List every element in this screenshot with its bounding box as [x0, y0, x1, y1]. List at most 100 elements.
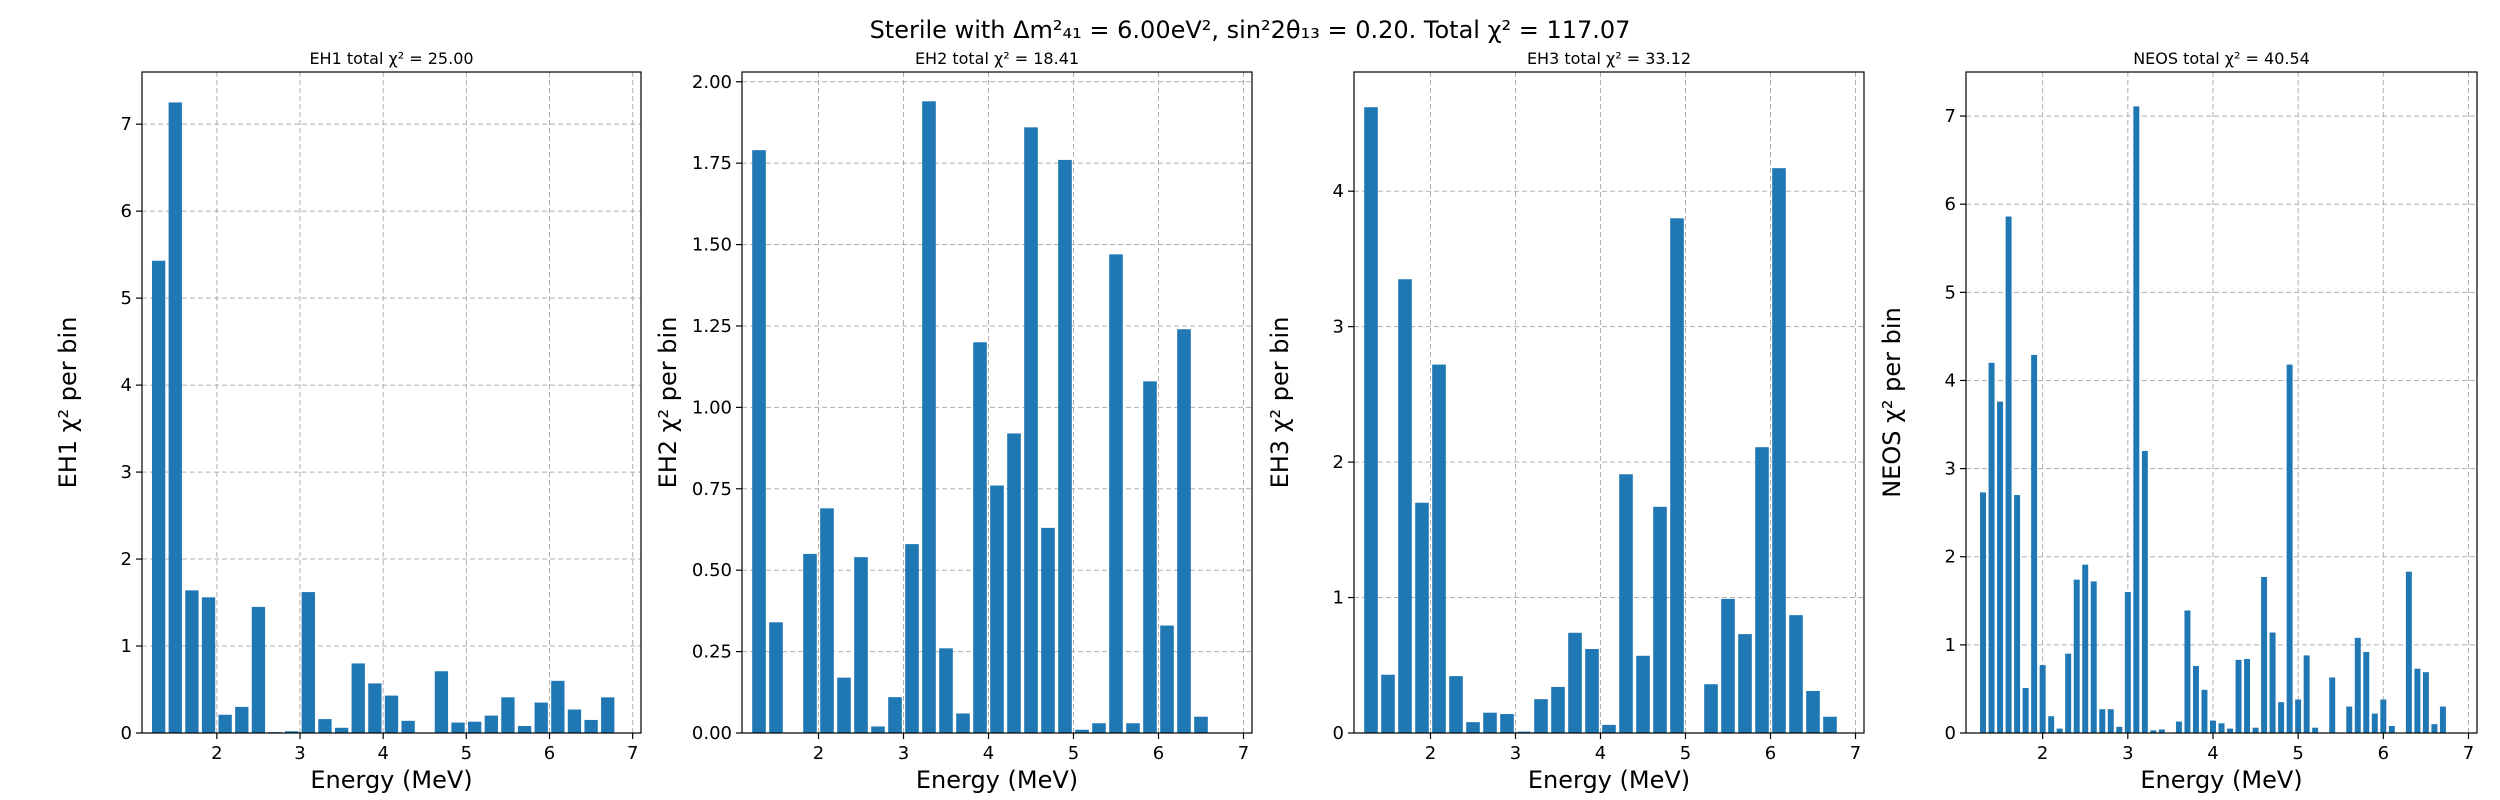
bar — [803, 553, 817, 733]
y-tick-label: 6 — [121, 201, 132, 222]
y-tick-label: 2 — [121, 549, 132, 570]
bar — [2218, 723, 2225, 733]
bar — [1997, 401, 2004, 733]
bar — [1109, 254, 1123, 733]
y-tick-label: 7 — [121, 114, 132, 135]
bar — [1398, 279, 1412, 733]
bar — [151, 260, 166, 733]
x-tick-label: 3 — [2122, 743, 2133, 764]
x-tick-label: 5 — [1680, 743, 1691, 764]
bar — [1988, 362, 1995, 733]
bar — [2133, 106, 2140, 734]
x-tick-label: 3 — [1510, 743, 1521, 764]
y-tick-label: 0.00 — [692, 723, 732, 744]
bar — [484, 715, 498, 733]
y-tick-label: 0.50 — [692, 560, 732, 581]
y-tick-label: 0 — [1945, 723, 1956, 744]
bar — [1126, 723, 1140, 733]
chart-panel-1: 2 3 4 5 6 7 0 1 2 3 4 5 6 7 EH1 total χ² = 25.00 Energy… — [54, 49, 642, 794]
bar — [1980, 492, 1987, 733]
bar — [2286, 364, 2293, 733]
plot-frame — [1965, 71, 2478, 734]
y-tick-label: 4 — [1333, 181, 1344, 202]
bar — [584, 719, 598, 733]
bar — [1738, 634, 1752, 733]
plot-frame — [741, 71, 1253, 734]
bar — [1789, 615, 1803, 733]
bar — [1653, 506, 1667, 733]
bar — [2295, 699, 2302, 733]
bar — [2354, 637, 2361, 733]
bar — [1670, 218, 1684, 734]
bar — [956, 713, 970, 733]
y-tick-label: 2.00 — [692, 72, 732, 93]
bar — [218, 714, 232, 733]
bar — [168, 102, 182, 733]
bar — [871, 726, 885, 733]
x-tick-label: 2 — [2037, 743, 2048, 764]
bar — [2303, 655, 2310, 733]
bar — [1636, 655, 1650, 733]
bar — [334, 727, 349, 733]
bar — [1500, 714, 1514, 733]
bar — [1721, 598, 1735, 733]
x-tick-label: 4 — [983, 743, 994, 764]
bar — [1143, 381, 1157, 733]
y-tick-label: 3 — [1333, 317, 1344, 338]
bar — [820, 508, 834, 733]
bar — [2073, 579, 2080, 733]
bar — [769, 622, 783, 733]
bar — [1823, 716, 1837, 733]
bar — [1415, 502, 1429, 733]
x-tick-label: 4 — [377, 743, 388, 764]
bar — [2269, 632, 2276, 733]
y-tick-label: 0 — [121, 723, 132, 744]
bar — [2099, 709, 2106, 733]
y-tick-label: 1 — [1333, 588, 1344, 609]
bar — [1483, 712, 1497, 733]
y-tick-label: 3 — [1945, 459, 1956, 480]
bar — [1772, 168, 1786, 734]
x-axis-label: Energy (MeV) — [310, 766, 472, 794]
chart-panel-3: 2 3 4 5 6 7 0 1 2 3 4 EH3 total χ² = 33.12 Energy (M… — [1266, 49, 1865, 794]
bar — [1551, 686, 1565, 733]
bar — [185, 590, 199, 733]
x-tick-label: 7 — [1238, 743, 1249, 764]
bar — [2388, 725, 2395, 733]
bar — [2380, 699, 2387, 733]
y-axis-label: NEOS χ² per bin — [1878, 307, 1906, 498]
y-tick-label: 1.50 — [692, 235, 732, 256]
bar — [2371, 713, 2378, 733]
y-tick-label: 7 — [1945, 106, 1956, 127]
x-tick-label: 6 — [1153, 743, 1164, 764]
bar — [2261, 577, 2268, 733]
bar — [2039, 665, 2046, 733]
x-tick-label: 5 — [461, 743, 472, 764]
bar — [973, 342, 987, 733]
y-tick-label: 1 — [1945, 635, 1956, 656]
figure-suptitle: Sterile with Δm²₄₁ = 6.00eV², sin²2θ₁₃ =… — [870, 16, 1631, 44]
x-axis-label: Energy (MeV) — [2140, 766, 2302, 794]
x-tick-label: 2 — [813, 743, 824, 764]
y-tick-label: 5 — [1945, 282, 1956, 303]
bar — [318, 719, 332, 733]
bar — [2175, 721, 2182, 733]
y-tick-label: 0 — [1333, 723, 1344, 744]
panel-title: EH1 total χ² = 25.00 — [309, 49, 473, 68]
bar — [2192, 666, 2199, 733]
bar — [251, 606, 266, 733]
y-axis-label: EH1 χ² per bin — [54, 317, 82, 489]
bar — [2227, 728, 2233, 733]
bar — [2414, 668, 2421, 733]
bar — [1517, 731, 1531, 733]
bar — [2014, 495, 2021, 733]
bar — [2184, 610, 2191, 733]
y-tick-label: 1.25 — [692, 316, 732, 337]
bar — [752, 150, 766, 733]
bar — [451, 722, 465, 733]
bar — [468, 721, 482, 733]
bar — [922, 101, 936, 733]
x-tick-label: 5 — [1068, 743, 1079, 764]
x-tick-label: 7 — [1850, 743, 1861, 764]
x-tick-label: 6 — [2378, 743, 2389, 764]
